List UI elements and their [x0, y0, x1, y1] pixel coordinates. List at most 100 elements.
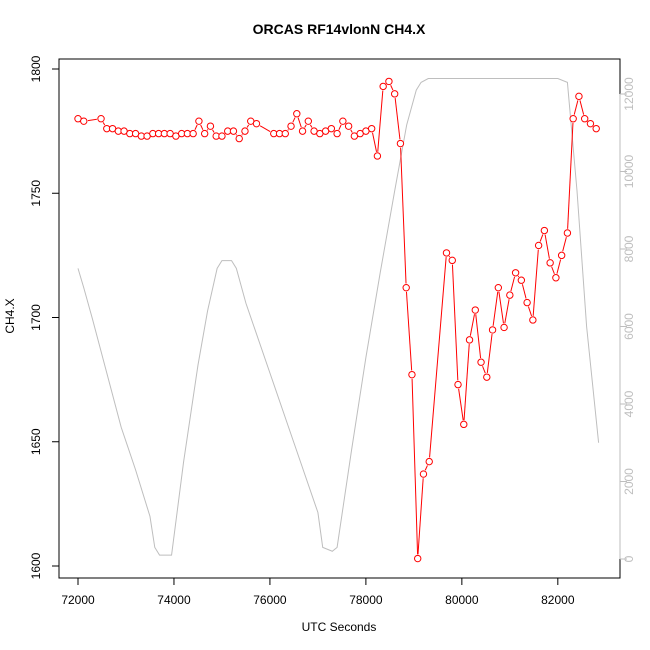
series-red-point: [500, 323, 508, 332]
y-tick-label: 1600: [29, 552, 43, 579]
series-red-point: [454, 380, 462, 389]
series-red-point: [506, 291, 514, 299]
chart-title: ORCAS RF14vlonN CH4.X: [253, 21, 426, 37]
series-red-point: [419, 470, 428, 478]
right-axis: 0 2000 4000 6000 8000 10000 12000: [619, 77, 636, 562]
series-red-point: [540, 226, 549, 235]
series-red-segment: [405, 291, 413, 371]
y2-tick-label: 4000: [622, 390, 636, 417]
x-tick-label: 78000: [349, 593, 383, 607]
series-gray-line: [77, 78, 600, 556]
x-tick-label: 80000: [445, 593, 479, 607]
series-red-point: [402, 283, 410, 292]
y-axis: 1600 1650 1700 1750 1800: [29, 55, 60, 579]
series-red-segment: [411, 378, 419, 555]
series-red-point: [298, 127, 307, 135]
series-red-point: [414, 554, 422, 563]
series-red-point: [546, 259, 554, 267]
series-red-segment: [235, 134, 238, 136]
series-red-point: [304, 117, 313, 125]
series-red-point: [287, 122, 295, 130]
y2-tick-label: 2000: [622, 468, 636, 495]
series-red-segment: [463, 344, 470, 421]
series-red-segment: [517, 275, 520, 278]
series-red-segment: [206, 129, 209, 131]
series-red-segment: [400, 147, 407, 284]
series-red-segment: [390, 85, 394, 91]
x-tick-label: 74000: [157, 593, 191, 607]
y-axis-label: CH4.X: [3, 298, 17, 333]
series-red-segment: [567, 122, 574, 229]
y2-tick-label: 10000: [622, 154, 636, 188]
series-red-point: [471, 306, 479, 314]
series-red-point: [327, 124, 336, 133]
series-red-segment: [429, 257, 447, 458]
x-tick-label: 82000: [541, 593, 575, 607]
x-tick-label: 76000: [253, 593, 287, 607]
series-red-segment: [539, 234, 544, 242]
x-axis-label: UTC Seconds: [302, 620, 377, 634]
series-red-segment: [212, 129, 215, 133]
series-red-segment: [510, 276, 516, 292]
series-red-segment: [424, 465, 428, 471]
series-red-segment: [469, 314, 475, 336]
series-red-point: [200, 129, 209, 138]
series-red-segment: [292, 117, 296, 123]
series-red-segment: [544, 234, 550, 259]
series-red-point: [80, 117, 88, 125]
series-red-segment: [448, 255, 451, 258]
series-red-point: [425, 457, 433, 466]
series-red-point: [293, 110, 301, 118]
series-red-segment: [87, 118, 97, 122]
series-red-point: [483, 373, 491, 381]
series-red-point: [379, 82, 387, 91]
series-red-point: [586, 119, 595, 128]
series-red-point: [442, 249, 451, 257]
series-red-point: [195, 117, 203, 125]
series-red-segment: [562, 236, 567, 252]
series-red-point: [569, 115, 577, 123]
series-red-segment: [492, 291, 499, 326]
series-red-segment: [259, 125, 271, 132]
series-red-segment: [194, 124, 198, 131]
series-red-segment: [417, 478, 424, 555]
series-red-segment: [309, 124, 313, 128]
x-tick-label: 72000: [61, 593, 95, 607]
series-red-point: [494, 283, 503, 292]
series-red-point: [460, 420, 468, 429]
series-red-point: [281, 129, 289, 138]
series-red-point: [517, 276, 526, 284]
series-red-segment: [394, 97, 401, 140]
series-red-point: [344, 122, 353, 130]
series-red-segment: [304, 124, 307, 128]
series-red-point: [563, 229, 572, 237]
series-red-point: [523, 298, 531, 307]
y-tick-label: 1750: [29, 180, 43, 207]
series-red-segment: [556, 259, 562, 274]
series-red-point: [448, 256, 456, 265]
x-axis: 72000 74000 76000 78000 80000 82000: [61, 577, 575, 607]
series-red-segment: [521, 284, 527, 299]
series-red-point: [511, 269, 520, 277]
series-red-point: [241, 127, 249, 135]
series-red-point: [465, 336, 474, 344]
series-red-segment: [102, 122, 106, 126]
series-red-segment: [551, 266, 555, 275]
series-red-segment: [573, 100, 579, 115]
series-red-point: [396, 139, 405, 148]
series-red-point: [552, 274, 560, 282]
series-red-point: [373, 152, 382, 160]
series-red-point: [592, 124, 600, 133]
series-red-point: [97, 115, 105, 123]
series-red-segment: [297, 117, 302, 128]
y2-tick-label: 8000: [622, 235, 636, 262]
series-red-point: [488, 326, 497, 334]
series-red-segment: [458, 388, 464, 421]
series-red-segment: [338, 124, 342, 131]
series-red: [74, 77, 600, 563]
series-red-point: [229, 127, 238, 135]
y-tick-label: 1700: [29, 304, 43, 331]
series-red-segment: [504, 299, 510, 324]
series-red-segment: [372, 132, 378, 152]
series-red-point: [252, 119, 261, 128]
